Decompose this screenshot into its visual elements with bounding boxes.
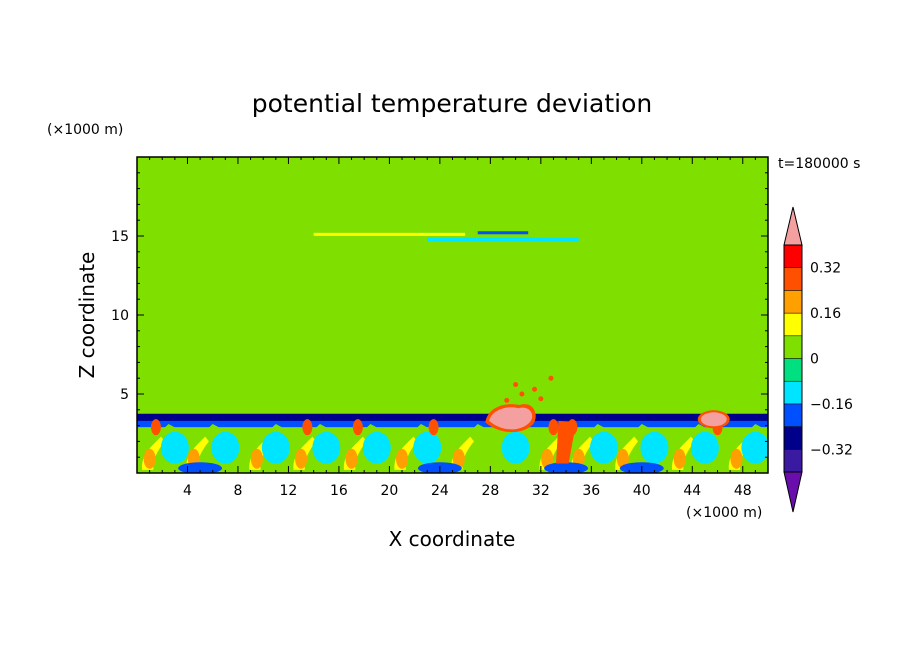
neutral-pocket [338, 283, 466, 394]
colorbar-tick-label: 0 [810, 352, 819, 368]
cool-cell [362, 431, 391, 464]
x-tick-label: 8 [233, 483, 242, 499]
x-axis: 4 8 12 16 20 24 28 32 36 40 44 48 [149, 157, 756, 499]
field-plot [137, 157, 768, 473]
warm-anomaly-east-core [700, 412, 727, 427]
colorbar-min-arrow [783, 471, 803, 513]
colorbar-tick-label: 0.16 [810, 306, 841, 322]
y-axis-unit: (×1000 m) [47, 122, 123, 138]
x-tick-label: 48 [734, 483, 752, 499]
cool-cell [413, 431, 442, 464]
x-tick-label: 32 [532, 483, 550, 499]
x-axis-unit: (×1000 m) [686, 505, 762, 521]
colorbar-tick-label: −0.16 [810, 397, 853, 413]
cool-cell [261, 431, 290, 464]
colorbar-segment [783, 335, 803, 359]
y-axis: 5 10 15 [111, 172, 768, 458]
x-tick-label: 12 [280, 483, 298, 499]
tropopause-warm-streak [313, 232, 466, 236]
y-tick-label: 5 [120, 387, 129, 403]
colorbar-segment [783, 267, 803, 291]
warm-speckle [513, 382, 519, 388]
colorbar-segment [783, 312, 803, 337]
convective-plume [610, 424, 651, 473]
inversion-strip [137, 413, 768, 423]
y-tick-label: 15 [111, 229, 129, 245]
chart-title: potential temperature deviation [252, 89, 652, 118]
tropopause-cold-streak [477, 231, 529, 235]
warm-streak [302, 419, 313, 436]
colorbar-segment [783, 290, 803, 314]
warm-streak [352, 419, 363, 436]
warm-speckle [548, 375, 554, 381]
colorbar-segment [783, 449, 803, 473]
x-tick-label: 36 [582, 483, 600, 499]
cool-cell [211, 431, 240, 464]
warm-streak [548, 419, 559, 436]
y-tick-label: 10 [111, 308, 129, 324]
cool-cell [312, 431, 341, 464]
colorbar-frame [783, 244, 803, 473]
x-tick-label: 16 [330, 483, 348, 499]
x-axis-label: X coordinate [389, 527, 516, 551]
colorbar-segment [783, 426, 803, 450]
warm-speckle [519, 391, 525, 397]
cool-cell [690, 431, 719, 464]
x-tick-label: 44 [683, 483, 701, 499]
colorbar-max-arrow [783, 206, 803, 246]
neutral-pocket [477, 267, 604, 410]
colorbar-segment [783, 244, 803, 268]
y-axis-label: Z coordinate [75, 252, 99, 379]
neutral-pocket [137, 259, 226, 363]
warm-streak [150, 419, 161, 436]
warm-column [555, 420, 577, 464]
warm-anomaly-core [489, 407, 533, 430]
x-tick-label: 40 [633, 483, 651, 499]
colorbar-segment [783, 380, 803, 405]
x-tick-label: 4 [183, 483, 192, 499]
x-tick-label: 28 [481, 483, 499, 499]
inversion-strip-edge [137, 420, 768, 428]
cool-cell [741, 431, 768, 464]
surface-cold-patch [544, 462, 589, 473]
colorbar: 0.32 0.16 0 −0.16 −0.32 [783, 206, 853, 513]
cool-cell [640, 431, 669, 464]
surface-cold-patch [178, 462, 223, 473]
x-tick-label: 24 [431, 483, 449, 499]
convective-plume [445, 424, 487, 473]
warm-speckle [504, 397, 510, 403]
tropopause-cool-streak [427, 237, 579, 242]
warm-streak [428, 419, 439, 436]
warm-speckle [538, 396, 544, 402]
neutral-pocket [515, 157, 768, 218]
colorbar-tick-label: −0.32 [810, 442, 853, 458]
warm-speckle [532, 386, 538, 392]
time-label: t=180000 s [778, 156, 860, 172]
neutral-pocket [603, 251, 705, 394]
colorbar-segment [783, 403, 803, 427]
x-tick-label: 20 [380, 483, 398, 499]
cool-cell [589, 431, 618, 464]
tropopause-band [137, 231, 768, 243]
cool-cell [160, 431, 189, 464]
colorbar-segment [783, 358, 803, 382]
cool-cell [501, 431, 530, 464]
colorbar-tick-label: 0.32 [810, 261, 841, 277]
